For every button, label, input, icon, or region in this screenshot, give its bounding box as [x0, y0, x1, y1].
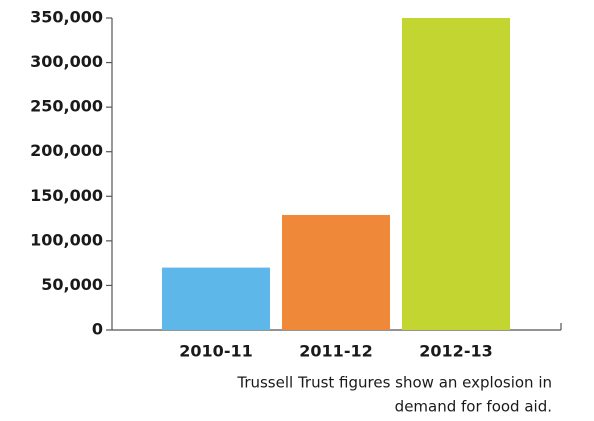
- y-tick-label: 50,000: [41, 275, 103, 294]
- y-tick-label: 150,000: [30, 186, 103, 205]
- y-tick-label: 250,000: [30, 97, 103, 116]
- caption: Trussell Trust figures show an explosion…: [236, 374, 552, 392]
- y-tick-label: 200,000: [30, 141, 103, 160]
- bar: [402, 18, 510, 330]
- bar: [162, 267, 270, 330]
- x-tick-label: 2012-13: [419, 342, 492, 361]
- bar: [282, 215, 390, 330]
- y-tick-label: 300,000: [30, 52, 103, 71]
- y-tick-label: 100,000: [30, 230, 103, 249]
- caption: demand for food aid.: [395, 398, 552, 416]
- y-tick-label: 350,000: [30, 8, 103, 27]
- y-tick-label: 0: [92, 320, 103, 339]
- x-tick-label: 2010-11: [179, 342, 252, 361]
- x-tick-label: 2011-12: [299, 342, 372, 361]
